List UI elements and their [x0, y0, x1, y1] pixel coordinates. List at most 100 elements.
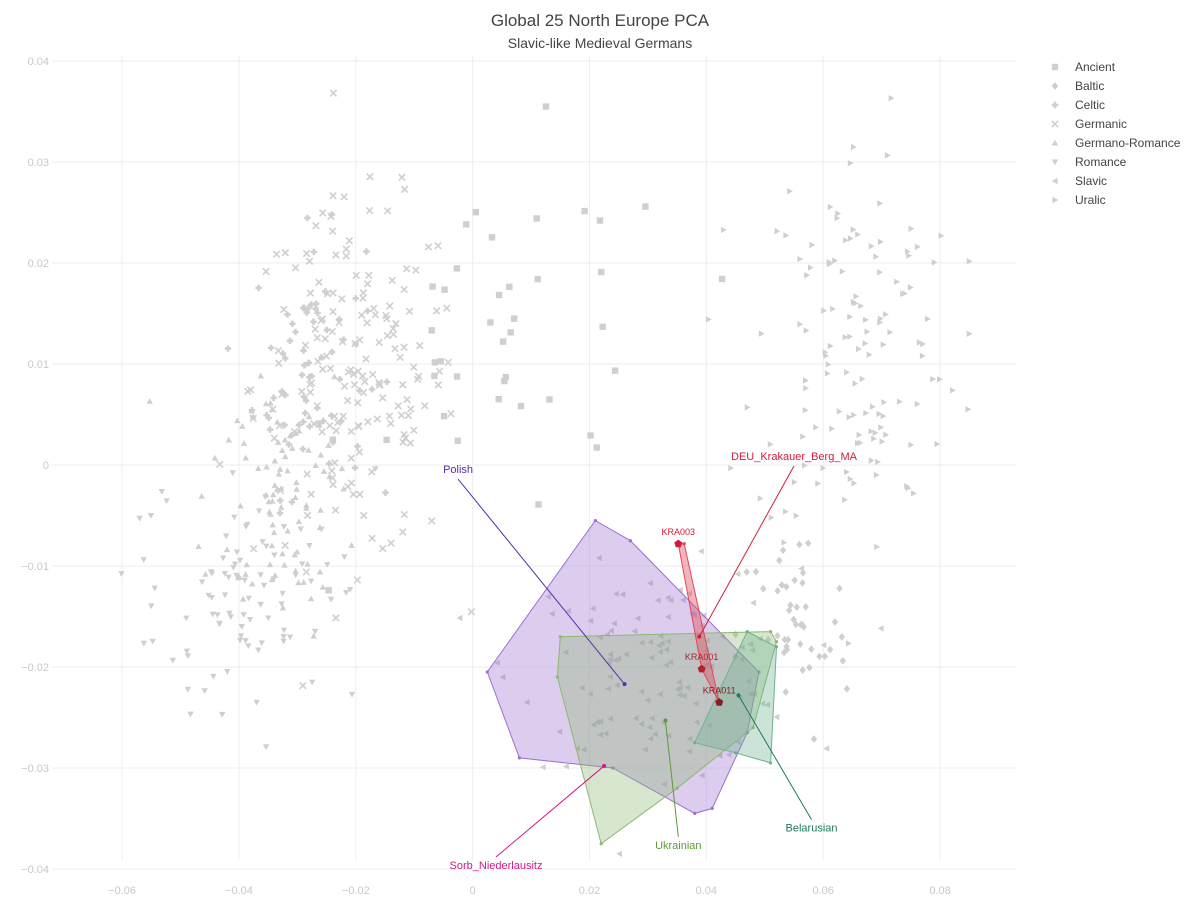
background-point	[611, 620, 617, 627]
callout-line	[664, 720, 679, 837]
background-point	[355, 490, 364, 499]
background-point	[394, 402, 403, 410]
background-point	[302, 249, 311, 258]
background-point	[488, 234, 496, 241]
background-point	[383, 436, 390, 444]
background-point	[355, 448, 364, 456]
background-point	[826, 258, 833, 266]
chart-title: Global 25 North Europe PCA	[491, 11, 710, 30]
background-point	[686, 590, 692, 597]
background-point	[765, 635, 772, 644]
legend-item[interactable]: Germano-Romance	[1051, 136, 1181, 150]
background-point	[806, 663, 813, 672]
background-point	[786, 606, 793, 615]
y-tick-label: 0	[43, 460, 49, 472]
background-point	[876, 410, 883, 418]
background-point	[242, 523, 250, 530]
background-point	[315, 420, 322, 427]
background-point	[342, 590, 350, 596]
legend-marker	[1051, 159, 1059, 166]
group-label: DEU_Krakauer_Berg_MA	[731, 451, 858, 463]
background-point	[198, 579, 206, 586]
background-point	[908, 225, 915, 232]
background-point	[456, 614, 463, 622]
callout-anchor	[602, 763, 607, 768]
background-point	[234, 417, 241, 424]
background-point	[602, 730, 609, 737]
background-point	[305, 257, 314, 266]
background-point	[441, 286, 448, 293]
legend-item[interactable]: Celtic	[1051, 98, 1105, 112]
background-point	[205, 592, 212, 599]
background-point	[209, 611, 216, 618]
background-point	[319, 583, 326, 590]
sample-label: KRA003	[662, 527, 696, 537]
background-point	[305, 305, 312, 312]
background-point	[821, 307, 828, 314]
background-point	[747, 690, 754, 697]
background-point	[293, 485, 300, 492]
background-point	[342, 245, 351, 253]
background-point	[222, 533, 230, 540]
background-point	[223, 546, 231, 553]
hull-vertex	[675, 786, 679, 790]
background-point	[279, 590, 286, 597]
background-point	[781, 635, 788, 644]
background-point	[856, 431, 863, 439]
background-point	[187, 711, 194, 718]
background-point	[581, 207, 588, 215]
background-point	[389, 330, 398, 339]
background-point	[278, 447, 286, 453]
background-point	[916, 339, 923, 346]
background-point	[638, 720, 645, 728]
background-point	[262, 400, 270, 407]
background-point	[344, 368, 353, 376]
background-point	[790, 615, 797, 624]
background-point	[255, 508, 263, 515]
background-point	[593, 444, 600, 451]
legend-item[interactable]: Ancient	[1051, 60, 1116, 74]
background-point	[183, 615, 190, 622]
background-point	[647, 638, 654, 646]
background-point	[372, 466, 379, 472]
legend[interactable]: Ancient Baltic Celtic Germanic Germano-Roman…	[1051, 60, 1181, 207]
background-point	[793, 603, 800, 611]
background-point	[797, 640, 804, 648]
background-point	[269, 521, 276, 528]
background-point	[879, 438, 886, 445]
legend-item[interactable]: Slavic	[1051, 174, 1107, 188]
background-point	[371, 310, 380, 319]
background-point	[397, 411, 406, 420]
background-point	[878, 424, 885, 431]
background-point	[326, 473, 333, 480]
background-point	[875, 458, 881, 466]
background-point	[644, 697, 651, 704]
background-point	[901, 290, 908, 297]
background-point	[136, 515, 143, 522]
background-point	[269, 497, 276, 504]
legend-item[interactable]: Uralic	[1052, 193, 1106, 207]
legend-item[interactable]: Germanic	[1051, 117, 1127, 131]
background-point	[605, 685, 611, 692]
background-point	[597, 718, 604, 725]
chart-subtitle: Slavic-like Medieval Germans	[508, 35, 692, 51]
background-point	[210, 673, 217, 680]
hull-vertex	[693, 811, 697, 816]
background-point	[292, 567, 299, 574]
background-point	[239, 595, 247, 602]
background-point	[304, 560, 311, 567]
background-point	[499, 673, 506, 681]
background-point	[873, 471, 880, 479]
background-point	[306, 423, 313, 430]
y-tick-label: −0.04	[21, 864, 49, 876]
legend-label: Romance	[1075, 155, 1127, 169]
legend-item[interactable]: Romance	[1051, 155, 1127, 169]
background-point	[280, 524, 288, 530]
background-point	[328, 466, 336, 475]
background-point	[267, 344, 275, 351]
legend-item[interactable]: Baltic	[1051, 79, 1105, 93]
background-point	[847, 475, 854, 483]
background-point	[877, 238, 884, 246]
background-point	[306, 380, 314, 388]
background-point	[293, 548, 301, 555]
